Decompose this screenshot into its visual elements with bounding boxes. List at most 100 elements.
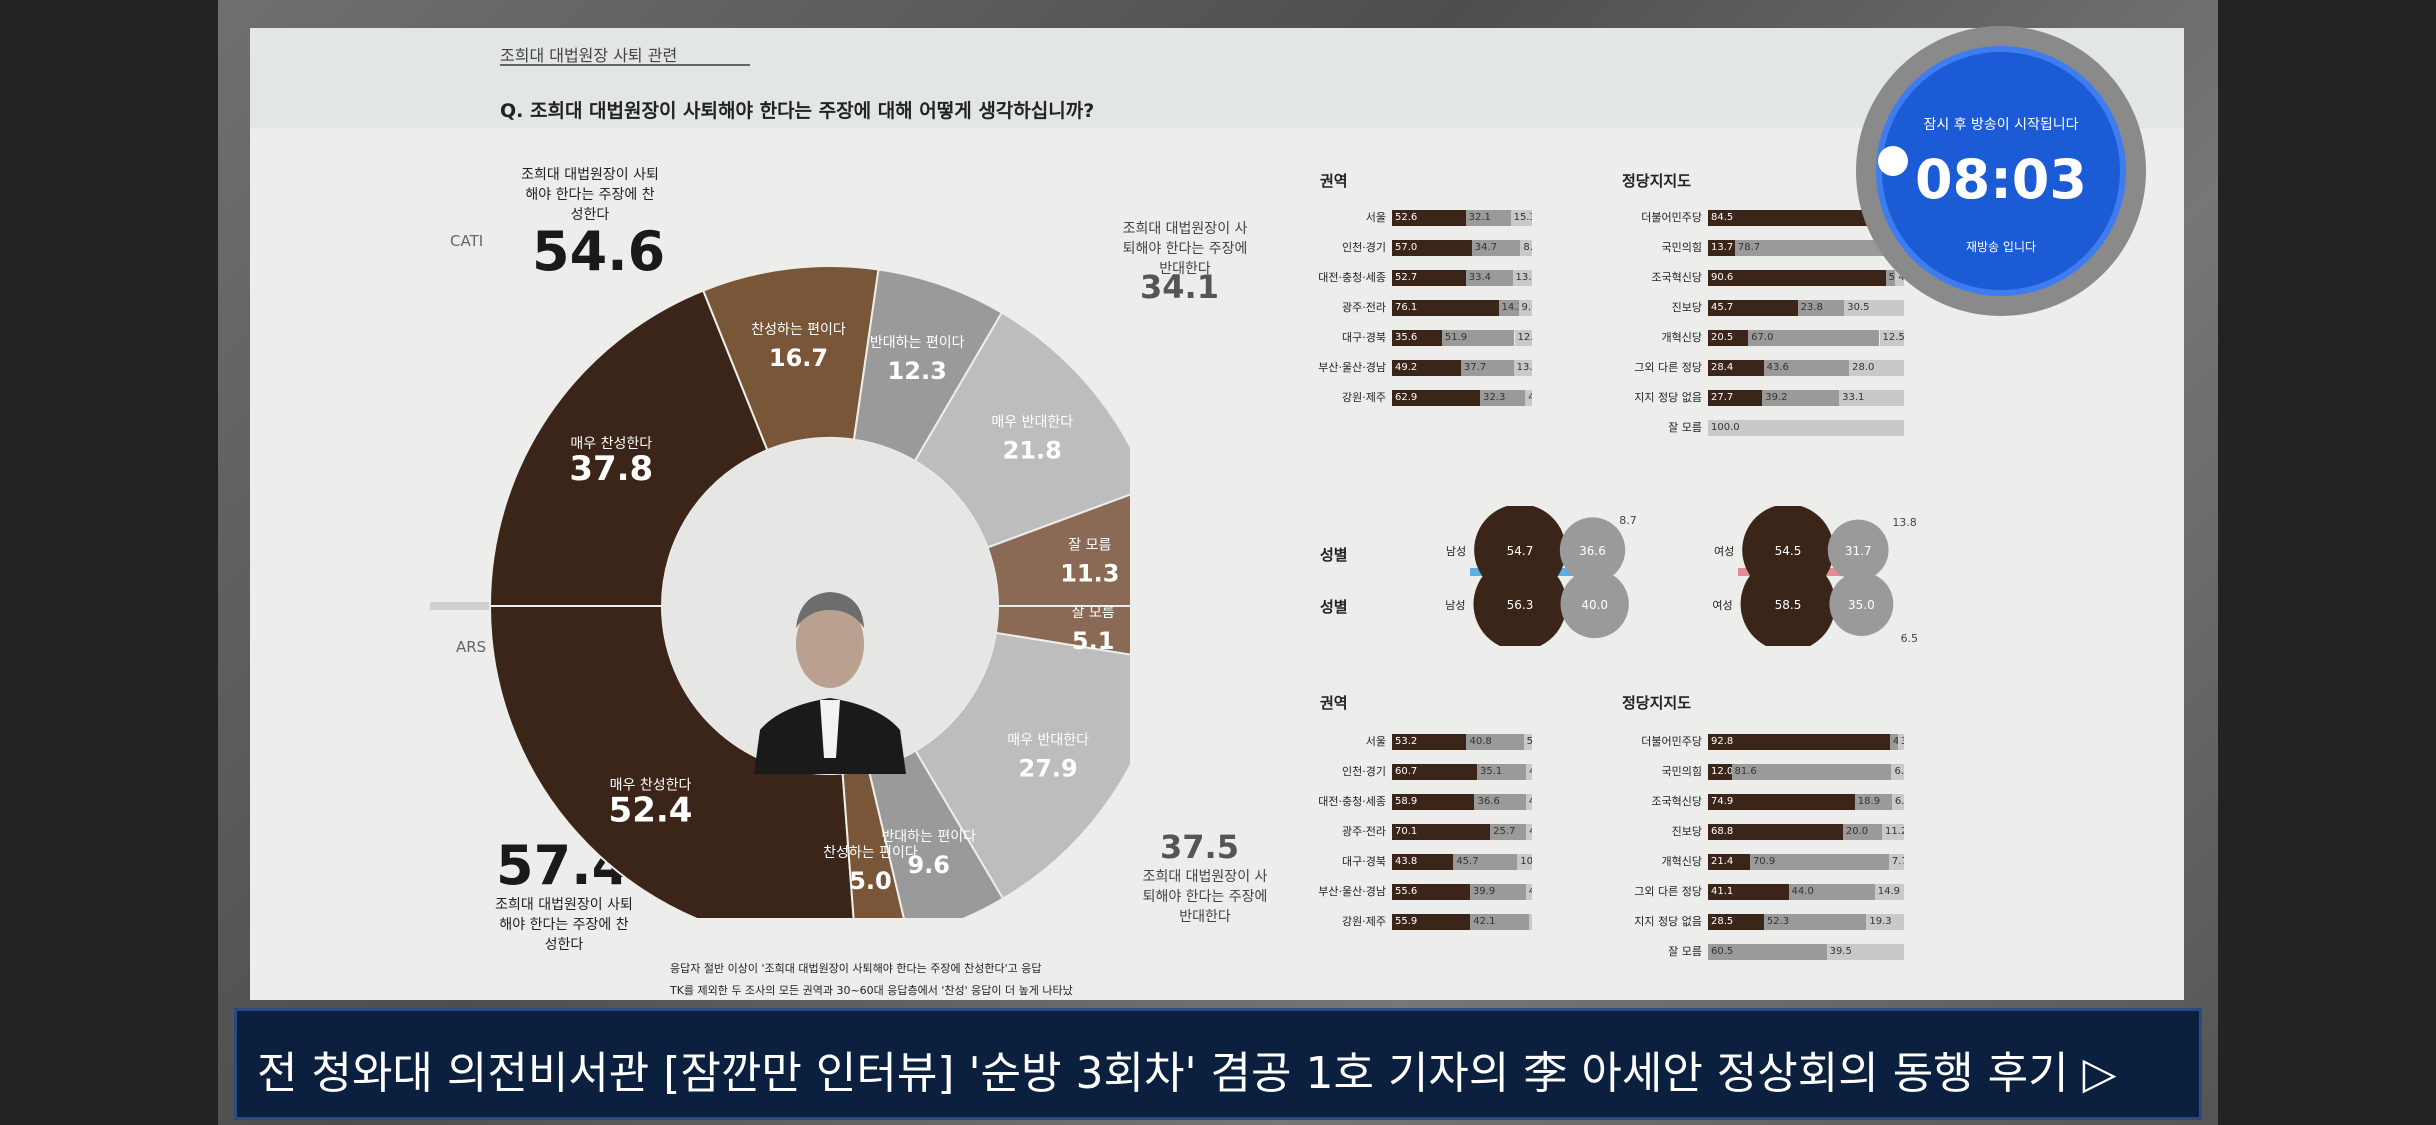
- bar-segment-2: 4.5: [1525, 794, 1532, 810]
- news-ticker: 전 청와대 의전비서관 [잠깐만 인터뷰] '순방 3회차' 겸공 1호 기자의…: [234, 1008, 2202, 1120]
- bar-row: 지지 정당 없음 28.5 52.3 19.3: [1634, 914, 1905, 930]
- bar-segment-0: 52.6: [1392, 210, 1466, 226]
- bar-row-label: 부산·울산·경남: [1318, 361, 1386, 374]
- bar-row-label: 인천·경기: [1342, 241, 1386, 254]
- gender-agree-bubble: [1473, 557, 1567, 646]
- gender-agree-value: 54.5: [1775, 544, 1802, 558]
- bar-row-label: 대구·경북: [1342, 331, 1386, 344]
- bar-segment-2: 19.3: [1866, 914, 1905, 930]
- right-bezel: [2218, 0, 2436, 1125]
- bar-segment-0: 55.9: [1392, 914, 1471, 930]
- cati-slice-value-1: 16.7: [769, 344, 828, 372]
- bar-row: 진보당 68.820.011.2: [1672, 824, 1904, 840]
- ars-region-title: 권역: [1320, 694, 1348, 712]
- gender-disagree-value: 36.6: [1579, 544, 1606, 558]
- bar-row-label: 지지 정당 없음: [1634, 391, 1702, 404]
- bar-row-label: 그외 다른 정당: [1634, 361, 1702, 374]
- ars-disagree-caption: 조희대 대법원장이 사퇴해야 한다는 주장에 반대한다: [1142, 869, 1268, 925]
- bar-row: 조국혁신당 90.65.04.4: [1651, 270, 1904, 286]
- bar-row: 개혁신당 21.470.97.7: [1662, 854, 1904, 870]
- bar-segment-0: 53.2: [1392, 734, 1467, 750]
- bar-segment-0: 90.6: [1708, 270, 1886, 286]
- bar-segment-1: 25.7: [1490, 824, 1527, 840]
- bar-segment-2: 6.2: [1891, 794, 1904, 810]
- bar-row: 서울 52.632.115.3: [1366, 210, 1532, 226]
- gender-disagree-value: 35.0: [1848, 598, 1875, 612]
- note-line-1: 응답자 절반 이상이 '조희대 대법원장이 사퇴해야 한다는 주장에 찬성한다'…: [670, 962, 1042, 975]
- bar-row: 잘 모름 100.0: [1668, 420, 1904, 436]
- bar-row: 그외 다른 정당 41.1 44.0 14.9: [1634, 884, 1904, 900]
- bar-segment-1: 42.1: [1470, 914, 1530, 930]
- ars-slice-label-2: 반대하는 편이다: [881, 829, 976, 845]
- cati-slice-value-4: 11.3: [1060, 559, 1119, 587]
- bar-segment-2: 39.5: [1826, 944, 1904, 960]
- bar-row-label: 부산·울산·경남: [1318, 885, 1386, 898]
- gender-agree-value: 58.5: [1775, 598, 1802, 612]
- bar-segment-0: 76.1: [1392, 300, 1499, 316]
- bar-segment-0: 84.5: [1708, 210, 1874, 226]
- bar-segment-1: 67.0: [1748, 330, 1880, 346]
- bar-row: 개혁신당 20.5 67.0 12.5: [1662, 330, 1904, 346]
- bar-segment-2: 28.0: [1849, 360, 1904, 376]
- bar-segment-1: 14.3: [1498, 300, 1519, 316]
- bar-row-label: 대전·충청·세종: [1318, 795, 1386, 808]
- bar-segment-0: 49.2: [1392, 360, 1461, 376]
- bar-row-label: 잘 모름: [1668, 421, 1702, 434]
- portrait: [754, 592, 906, 774]
- cati-party-title: 정당지지도: [1622, 172, 1692, 190]
- gender-label: 여성: [1712, 599, 1732, 612]
- bar-row-label: 조국혁신당: [1651, 271, 1702, 284]
- ars-slice-value-2: 9.6: [907, 851, 950, 879]
- bar-row: 진보당 45.7 23.8 30.5: [1672, 300, 1904, 316]
- bar-segment-1: 39.2: [1762, 390, 1840, 406]
- bar-segment-0: 52.7: [1392, 270, 1466, 286]
- bar-segment-1: 70.9: [1749, 854, 1889, 870]
- bar-segment-0: 58.9: [1392, 794, 1475, 810]
- bar-segment-0: 35.6: [1392, 330, 1442, 346]
- bar-segment-1: 5.0: [1885, 270, 1896, 286]
- gender-bubble-chart: 54.7 36.6 남성 54.5 31.7 여성 13.8 56.3 40.0 남성 58.5 35…: [1445, 506, 1918, 646]
- gender-label: 여성: [1714, 545, 1734, 558]
- bar-segment-0: 43.8: [1392, 854, 1454, 870]
- bar-segment-0: 12.0: [1708, 764, 1732, 780]
- bar-segment-1: 4.0: [1889, 734, 1898, 750]
- bar-segment-1: 23.8: [1797, 300, 1845, 316]
- question-header: [250, 28, 2184, 128]
- bar-segment-1: 18.9: [1854, 794, 1892, 810]
- bar-segment-2: 2.0: [1529, 914, 1533, 930]
- bar-segment-2: 4.2: [1526, 764, 1532, 780]
- bar-segment-0: 74.9: [1708, 794, 1855, 810]
- ars-label: ARS: [456, 638, 487, 656]
- bar-row-label: 지지 정당 없음: [1634, 915, 1702, 928]
- bar-segment-1: 35.1: [1476, 764, 1527, 780]
- cati-slice-value-3: 21.8: [1003, 436, 1062, 464]
- cati-slice-label-4: 잘 모름: [1068, 537, 1111, 553]
- bar-row: 그외 다른 정당 28.4 43.6 28.0: [1634, 360, 1904, 376]
- countdown-bottom-text: 재방송 입니다: [1965, 240, 2037, 254]
- question-text: Q. 조희대 대법원장이 사퇴해야 한다는 주장에 대해 어떻게 생각하십니까?: [500, 100, 1095, 122]
- cati-slice-value-0: 37.8: [569, 449, 653, 489]
- bar-segment-2: 4.2: [1526, 824, 1532, 840]
- bar-segment-2: 12.5: [1514, 330, 1532, 346]
- bar-segment-1: 60.5: [1708, 944, 1827, 960]
- bar-segment-1: 51.9: [1441, 330, 1515, 346]
- bar-segment-0: 62.9: [1392, 390, 1481, 406]
- bar-row-label: 국민의힘: [1661, 241, 1702, 254]
- bar-row: 인천·경기 60.735.14.2: [1342, 764, 1532, 780]
- bar-segment-0: 21.4: [1708, 854, 1750, 870]
- countdown-widget: 잠시 후 방송이 시작됩니다 08:03 재방송 입니다: [1856, 26, 2146, 316]
- gender-disagree-value: 40.0: [1581, 598, 1608, 612]
- bar-row-label: 그외 다른 정당: [1634, 885, 1702, 898]
- gender-label: 남성: [1445, 599, 1465, 612]
- left-bezel: [0, 0, 218, 1125]
- bar-row: 대전·충청·세종 52.733.413.9: [1318, 270, 1532, 286]
- bar-segment-1: 32.3: [1480, 390, 1526, 406]
- cati-region-title: 권역: [1320, 172, 1348, 190]
- bar-row-label: 대전·충청·세종: [1318, 271, 1386, 284]
- bar-row-label: 인천·경기: [1342, 765, 1386, 778]
- bar-segment-1: 45.7: [1453, 854, 1518, 870]
- bar-segment-2: 4.5: [1525, 884, 1532, 900]
- bar-segment-2: 33.1: [1839, 390, 1904, 406]
- bar-segment-0: 70.1: [1392, 824, 1491, 840]
- bar-segment-0: 55.6: [1392, 884, 1470, 900]
